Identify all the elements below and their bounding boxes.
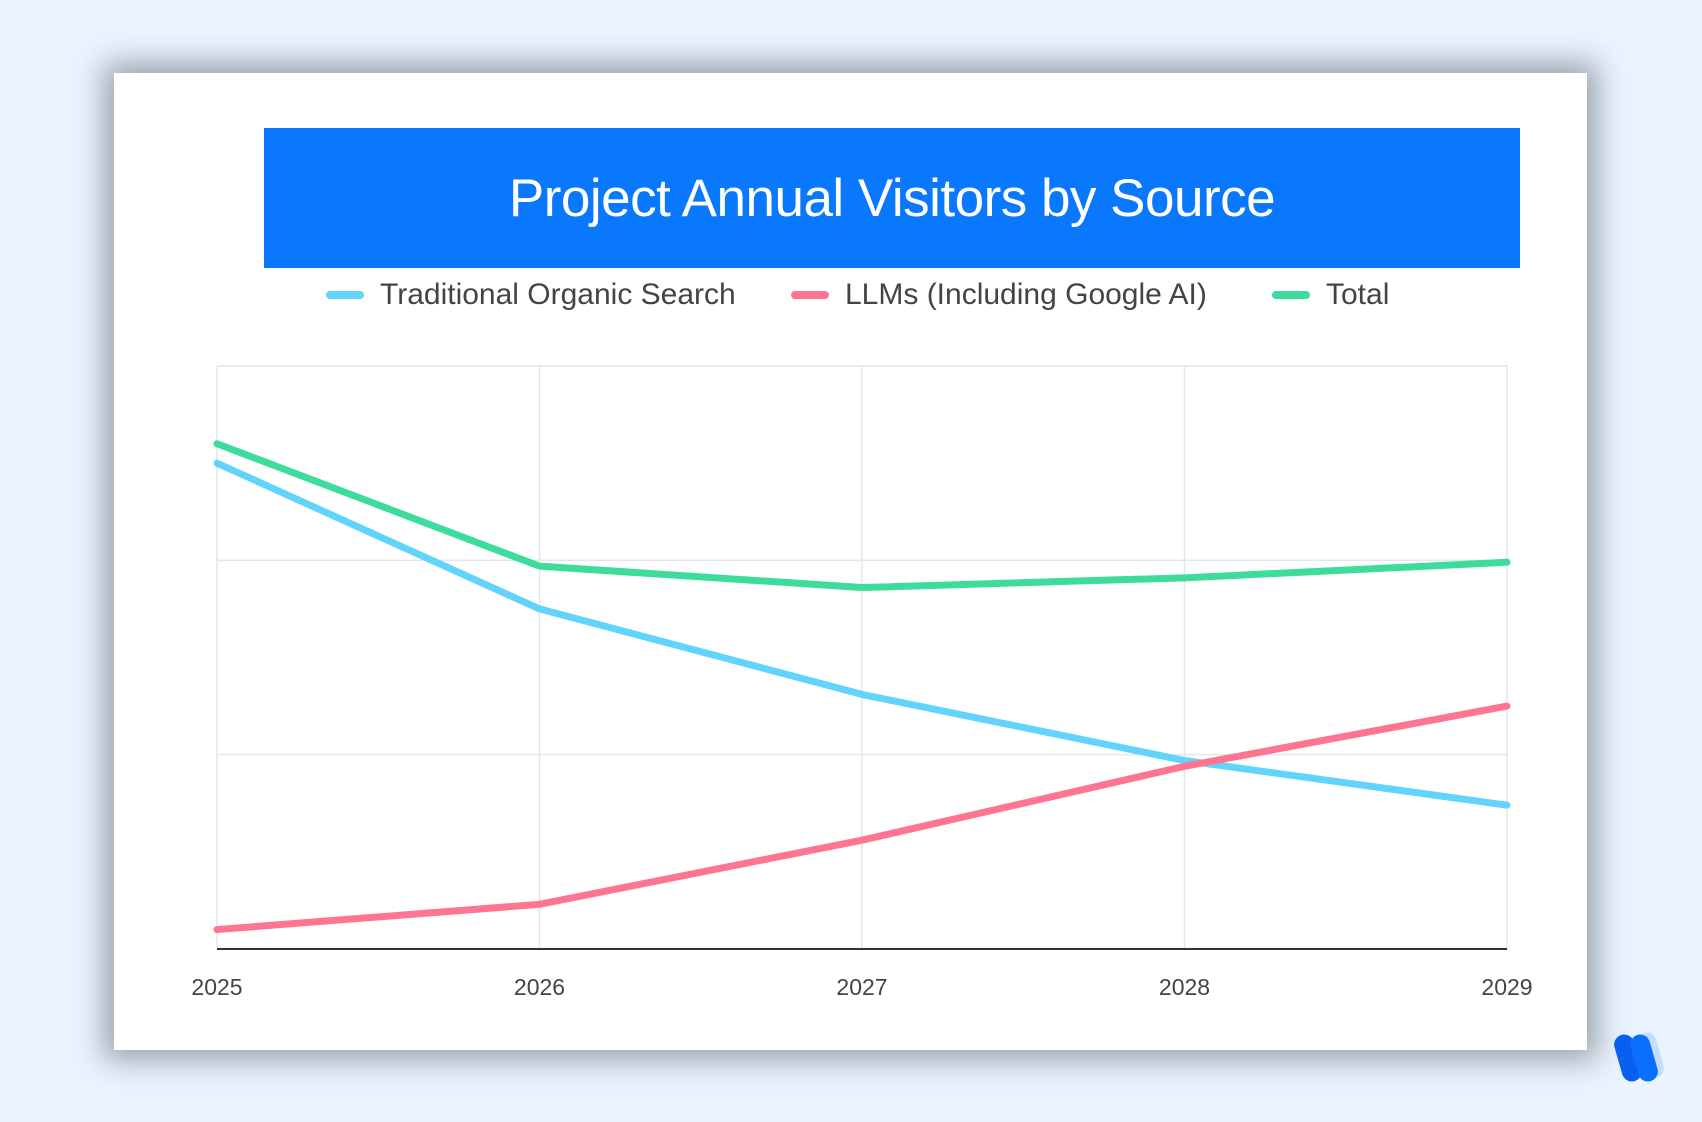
x-tick-label: 2028 (1159, 974, 1210, 1000)
legend-item-total: Total (1272, 270, 1389, 320)
chart-card: Project Annual Visitors by Source Tradit… (114, 73, 1587, 1050)
x-tick-label: 2026 (514, 974, 565, 1000)
series-line-traditional-organic-search (213, 459, 1511, 809)
title-banner: Project Annual Visitors by Source (264, 128, 1520, 268)
legend-label: Traditional Organic Search (380, 278, 736, 311)
brand-w-logo-icon (1614, 1032, 1664, 1082)
line-chart: 2025 2026 2027 2028 2029 (191, 365, 1533, 1000)
legend-item-traditional-organic-search: Traditional Organic Search (326, 270, 736, 320)
x-tick-label: 2027 (836, 974, 887, 1000)
chart-title: Project Annual Visitors by Source (508, 168, 1276, 228)
series-line-llms-including-google-ai (213, 702, 1511, 934)
legend-item-llms: LLMs (Including Google AI) (791, 270, 1207, 320)
legend-swatch (1272, 291, 1310, 299)
legend-label: Total (1326, 278, 1390, 311)
x-tick-label: 2029 (1481, 974, 1532, 1000)
legend-label: LLMs (Including Google AI) (845, 278, 1207, 311)
series-line-total (213, 440, 1511, 592)
legend-swatch (791, 291, 829, 299)
legend-swatch (326, 291, 364, 299)
legend: Traditional Organic Search LLMs (Includi… (114, 270, 1587, 320)
x-tick-label: 2025 (191, 974, 242, 1000)
